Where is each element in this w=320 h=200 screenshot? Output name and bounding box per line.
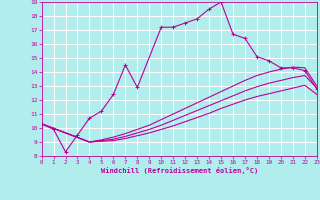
X-axis label: Windchill (Refroidissement éolien,°C): Windchill (Refroidissement éolien,°C) [100, 167, 258, 174]
